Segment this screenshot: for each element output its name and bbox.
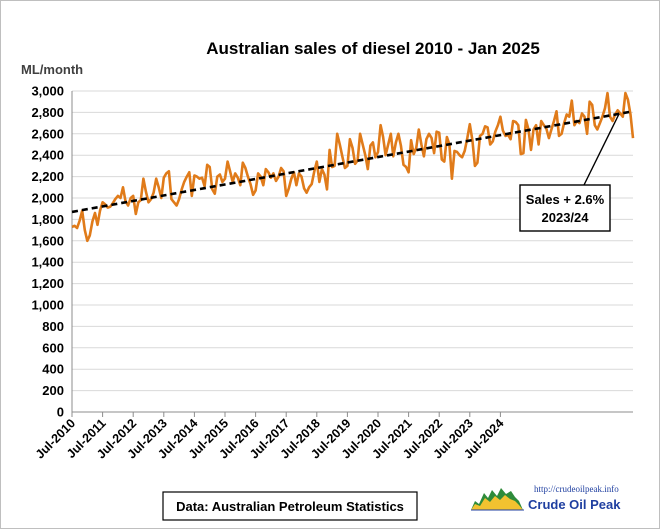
annotation-box <box>519 184 611 232</box>
y-tick-label: 2,400 <box>31 148 64 163</box>
y-tick-label: 1,400 <box>31 255 64 270</box>
y-tick-label: 400 <box>42 362 64 377</box>
series-layer <box>71 91 635 243</box>
chart-title: Australian sales of diesel 2010 - Jan 20… <box>206 39 540 58</box>
crude-oil-peak-logo: http://crudeoilpeak.info Crude Oil Peak <box>471 484 621 512</box>
y-axis-label: ML/month <box>21 62 83 77</box>
source-box: Data: Australian Petroleum Statistics <box>162 491 418 521</box>
logo-name: Crude Oil Peak <box>528 497 621 512</box>
y-tick-label: 800 <box>42 319 64 334</box>
source-note: Data: Australian Petroleum Statistics <box>176 499 404 514</box>
annotation-text: Sales + 2.6% <box>526 192 605 207</box>
diesel-sales-line <box>71 91 635 243</box>
y-tick-label: 2,800 <box>31 105 64 120</box>
tick-labels: 0 200 400 600 800 1,000 1,200 1,400 1,600 1,800 2,… <box>31 84 506 462</box>
y-tick-label: 3,000 <box>31 84 64 99</box>
annotation-arrow <box>583 113 620 186</box>
y-tick-label: 600 <box>42 340 64 355</box>
y-tick-label: 1,000 <box>31 298 64 313</box>
y-tick-label: 2,200 <box>31 169 64 184</box>
annotation-text: 2023/24 <box>542 210 590 225</box>
y-tick-label: 2,600 <box>31 126 64 141</box>
y-tick-label: 1,200 <box>31 276 64 291</box>
trend-line <box>71 110 634 214</box>
y-tick-label: 2,000 <box>31 191 64 206</box>
logo-url: http://crudeoilpeak.info <box>534 484 619 494</box>
y-tick-label: 200 <box>42 383 64 398</box>
oil-peak-graphic-icon <box>471 488 524 511</box>
y-tick-label: 1,800 <box>31 212 64 227</box>
y-tick-label: 0 <box>57 405 64 420</box>
y-tick-label: 1,600 <box>31 233 64 248</box>
gridlines <box>71 90 633 417</box>
annotation: Sales + 2.6% 2023/24 <box>519 113 620 232</box>
